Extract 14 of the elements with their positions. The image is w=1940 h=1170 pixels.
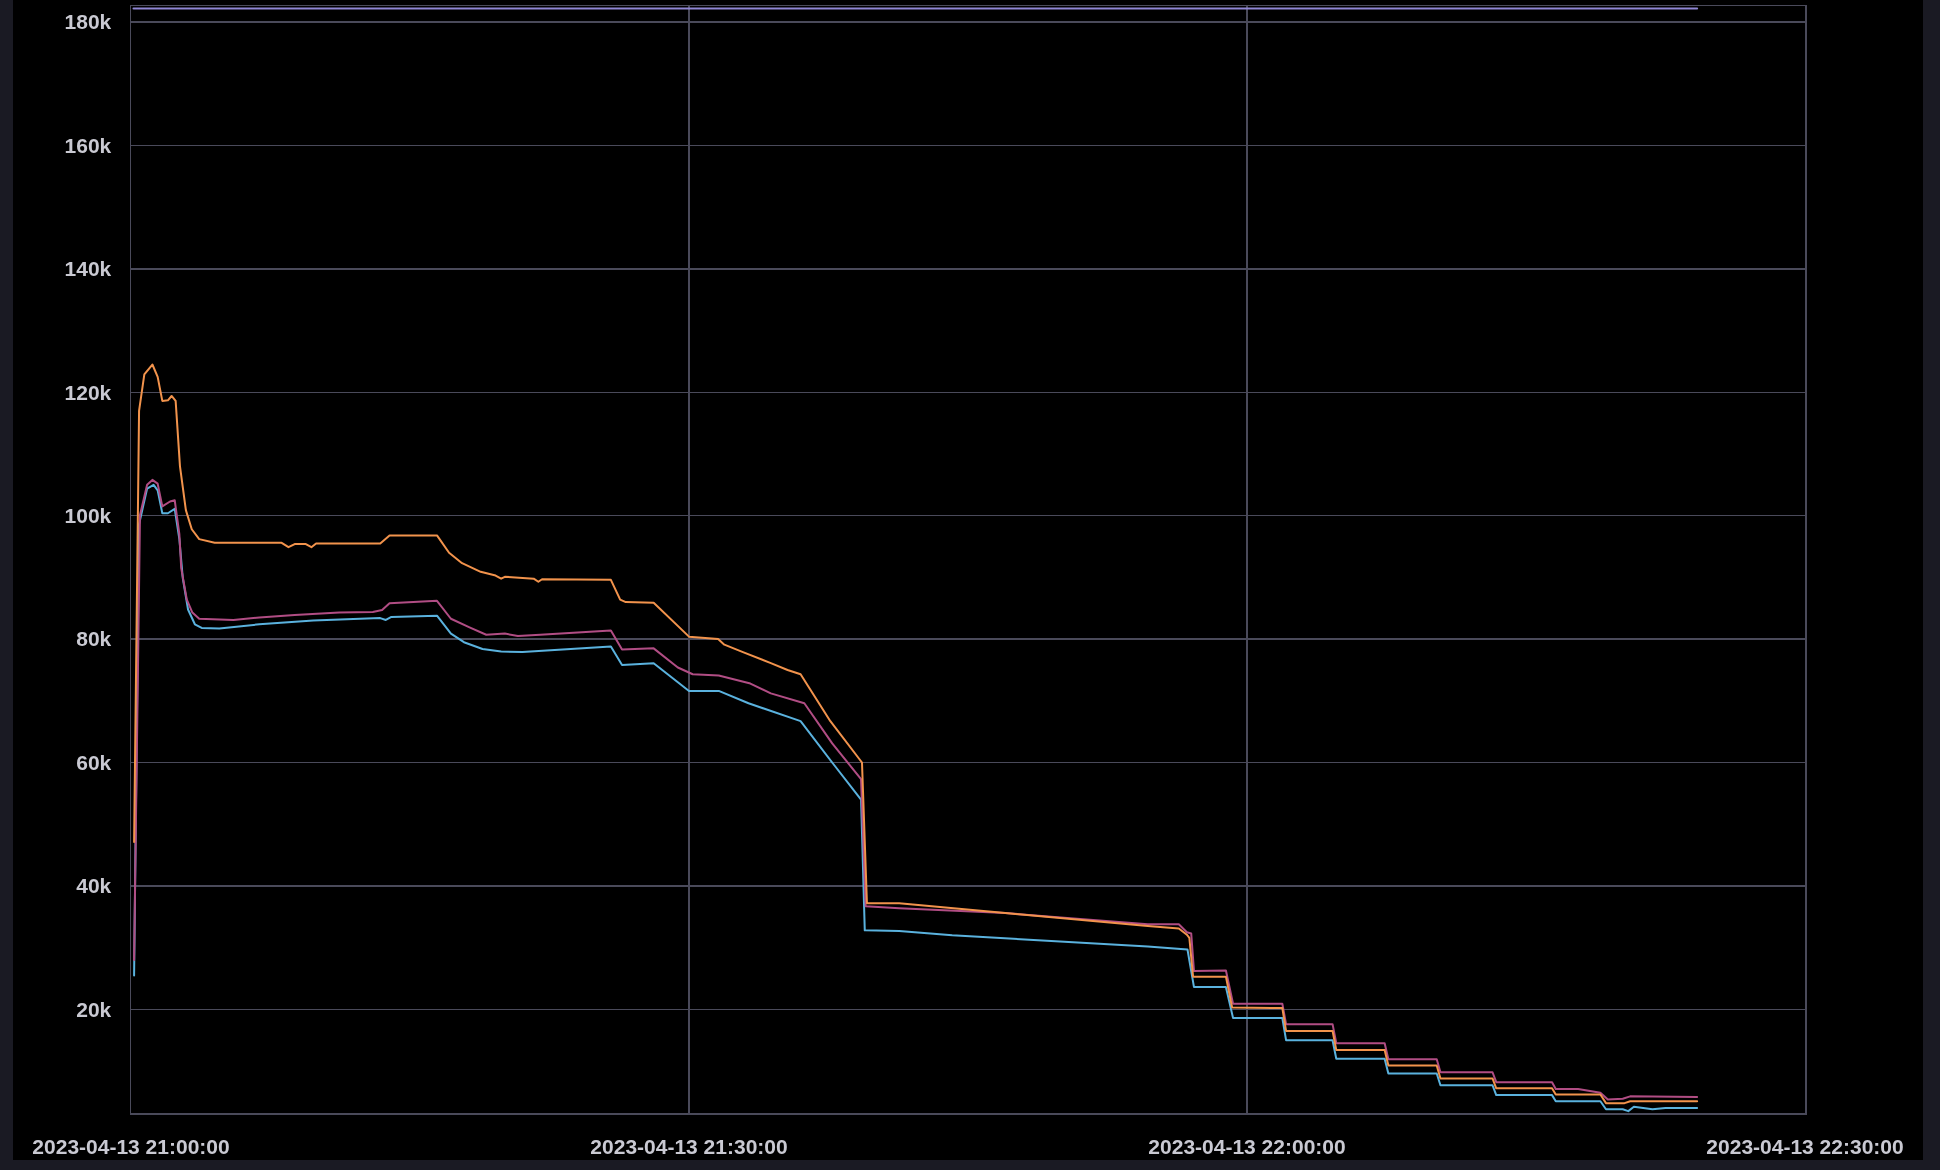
y-tick-label: 80k bbox=[76, 627, 112, 651]
x-tick-label: 2023-04-13 21:00:00 bbox=[32, 1134, 230, 1158]
y-tick-label: 120k bbox=[64, 380, 112, 404]
y-tick-label: 40k bbox=[76, 874, 112, 898]
x-tick-label: 2023-04-13 22:30:00 bbox=[1706, 1134, 1904, 1158]
y-tick-label: 140k bbox=[64, 257, 112, 281]
y-tick-label: 100k bbox=[64, 504, 112, 528]
x-tick-label: 2023-04-13 21:30:00 bbox=[590, 1134, 788, 1158]
y-tick-label: 20k bbox=[76, 997, 112, 1021]
y-tick-label: 180k bbox=[64, 10, 112, 34]
y-tick-label: 160k bbox=[64, 133, 112, 157]
x-tick-label: 2023-04-13 22:00:00 bbox=[1148, 1134, 1346, 1158]
line-series bbox=[133, 363, 1699, 1105]
y-tick-label: 60k bbox=[76, 750, 112, 774]
